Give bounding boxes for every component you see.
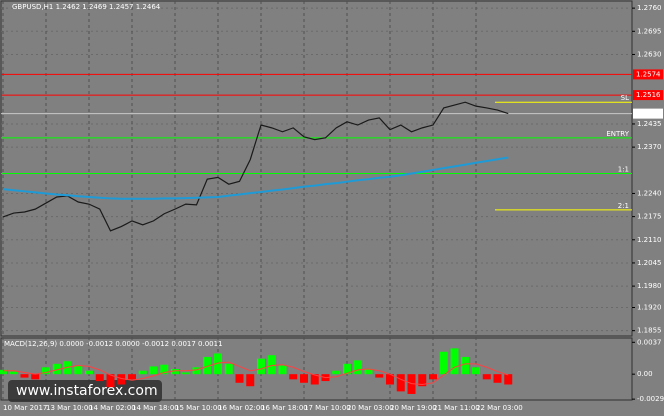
macd-bar	[181, 372, 190, 375]
watermark-box	[8, 380, 162, 402]
x-tick-label: 13 Mar 10:00	[46, 404, 93, 412]
x-tick-label: 15 Mar 10:00	[175, 404, 222, 412]
macd-bar	[461, 356, 470, 375]
x-tick-label: 20 Mar 19:00	[390, 404, 437, 412]
x-tick-label: 10 Mar 2017	[3, 404, 47, 412]
macd-bar	[85, 370, 93, 375]
macd-bar	[353, 360, 362, 375]
macd-bar	[310, 374, 319, 385]
price-box-label: 1.2464	[636, 110, 661, 118]
macd-bar	[0, 369, 7, 375]
y-tick-label: 1.2435	[637, 120, 662, 128]
macd-bar	[375, 374, 384, 378]
signal-line	[3, 361, 509, 386]
macd-bar	[396, 374, 405, 392]
x-tick-label: 20 Mar 03:00	[347, 404, 394, 412]
macd-bar	[343, 363, 351, 375]
y-tick-label: 1.2695	[637, 27, 662, 35]
x-tick-label: 21 Mar 11:00	[433, 404, 480, 412]
price-frame	[0, 0, 633, 337]
y-tick-label: 0.00	[637, 370, 653, 378]
macd-bar	[418, 374, 427, 387]
y-tick-label: 1.2370	[637, 143, 662, 151]
macd-frame	[0, 337, 633, 401]
price-box-label: 1.2574	[636, 70, 661, 78]
level-label: 2:1	[618, 202, 629, 210]
macd-bar	[450, 348, 459, 375]
price-box-label: 1.2516	[636, 91, 661, 99]
macd-bar	[171, 369, 179, 375]
macd-bar	[386, 374, 394, 385]
macd-bar	[117, 374, 126, 385]
macd-bar	[493, 374, 502, 383]
level-label: SL	[621, 94, 629, 102]
y-tick-label: 1.2760	[637, 4, 662, 12]
macd-bar	[160, 364, 169, 375]
macd-bar	[472, 367, 480, 375]
macd-bar	[203, 356, 212, 375]
y-tick-label: 1.2045	[637, 259, 662, 267]
y-tick-label: 1.1855	[637, 327, 662, 335]
x-tick-label: 17 Mar 10:00	[304, 404, 351, 412]
macd-bar	[429, 374, 437, 380]
y-tick-label: 0.0037	[637, 338, 662, 346]
macd-bar	[192, 367, 201, 375]
y-tick-label: 1.2175	[637, 213, 662, 221]
macd-bar	[504, 374, 513, 385]
level-label: ENTRY	[606, 130, 629, 138]
y-tick-label: 1.1980	[637, 282, 662, 290]
macd-bar	[482, 374, 491, 380]
panel-title: GBPUSD,H1 1.2462 1.2469 1.2457 1.2464	[12, 3, 161, 11]
macd-bar	[31, 374, 40, 380]
macd-bar	[214, 353, 222, 375]
price-box	[633, 90, 663, 101]
macd-bar	[20, 374, 29, 378]
macd-bar	[9, 371, 18, 375]
macd-bar	[332, 370, 341, 375]
macd-bar	[364, 369, 373, 375]
macd-bar	[267, 355, 276, 375]
y-tick-label: 1.2630	[637, 50, 662, 58]
series-line	[2, 101, 509, 232]
macd-bar	[149, 366, 158, 375]
macd-bar	[257, 358, 265, 375]
macd-bar	[300, 374, 308, 383]
x-tick-label: 14 Mar 02:00	[89, 404, 136, 412]
panel-title: MACD(12,26,9) 0.0000 -0.0012 0.0000 -0.0…	[4, 340, 223, 348]
macd-bar	[246, 374, 255, 387]
watermark: www.instaforex.com	[16, 383, 158, 399]
y-tick-label: -0.0029	[637, 395, 664, 403]
price-box	[633, 69, 663, 80]
y-tick-label: 1.2240	[637, 189, 662, 197]
macd-bar	[439, 351, 448, 375]
level-label: 1:1	[618, 165, 629, 173]
y-tick-label: 1.1920	[637, 303, 662, 311]
macd-bar	[278, 365, 287, 375]
price-box	[633, 108, 663, 119]
macd-bar	[224, 363, 233, 375]
macd-bar	[289, 374, 298, 380]
x-tick-label: 14 Mar 18:00	[132, 404, 179, 412]
macd-bar	[235, 374, 244, 383]
macd-bar	[52, 363, 61, 375]
macd-bar	[95, 374, 104, 382]
x-tick-label: 16 Mar 18:00	[261, 404, 308, 412]
y-tick-label: 1.2110	[637, 236, 662, 244]
x-tick-label: 16 Mar 02:00	[218, 404, 265, 412]
series-line	[2, 156, 509, 200]
x-tick-label: 22 Mar 03:00	[476, 404, 523, 412]
macd-bar	[128, 374, 136, 380]
macd-bar	[106, 374, 115, 388]
macd-bar	[138, 370, 147, 375]
macd-bar	[42, 367, 50, 375]
macd-bar	[74, 365, 83, 375]
